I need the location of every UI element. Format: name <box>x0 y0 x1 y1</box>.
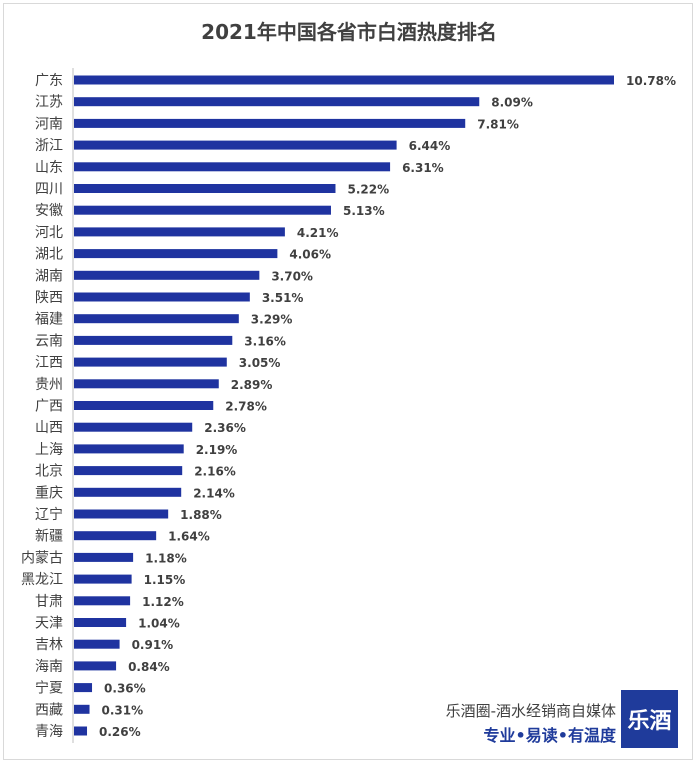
bar-广东 <box>74 75 614 85</box>
bar-江西 <box>74 357 227 367</box>
bar-广西 <box>74 401 214 410</box>
chart-frame <box>3 3 693 760</box>
category-label: 云南 <box>35 333 63 349</box>
bar-辽宁 <box>74 509 169 519</box>
data-label: 1.12% <box>142 595 184 609</box>
bar-黑龙江 <box>74 574 132 584</box>
bar-贵州 <box>74 379 219 389</box>
bar-安徽 <box>74 205 331 215</box>
category-label: 宁夏 <box>35 680 63 697</box>
category-label: 北京 <box>35 464 63 480</box>
category-label: 四川 <box>35 182 63 198</box>
category-label: 天津 <box>35 616 63 632</box>
bar-西藏 <box>74 704 90 714</box>
data-label: 0.36% <box>104 682 146 696</box>
data-label: 3.70% <box>271 269 313 283</box>
bar-湖南 <box>74 270 260 280</box>
data-label: 0.26% <box>99 725 141 739</box>
data-label: 5.13% <box>343 204 385 218</box>
bar-福建 <box>74 314 239 324</box>
data-label: 5.22% <box>347 183 389 197</box>
category-label: 黑龙江 <box>21 572 63 588</box>
category-label: 山东 <box>35 160 63 176</box>
category-label: 甘肃 <box>35 594 63 610</box>
bar-天津 <box>74 618 127 627</box>
watermark-slogan: 专业•易读•有温度 <box>483 726 616 745</box>
data-label: 0.31% <box>102 703 144 717</box>
category-label: 重庆 <box>35 485 63 501</box>
category-label: 青海 <box>35 724 63 740</box>
bar-上海 <box>74 444 184 454</box>
category-label: 浙江 <box>35 138 63 154</box>
data-label: 0.84% <box>128 660 170 674</box>
bar-海南 <box>74 661 117 671</box>
bar-河北 <box>74 227 285 237</box>
bar-新疆 <box>74 531 157 541</box>
category-label: 安徽 <box>35 203 63 219</box>
data-label: 1.88% <box>180 508 222 522</box>
category-label: 广西 <box>35 399 63 415</box>
data-label: 2.36% <box>204 421 246 435</box>
category-label: 内蒙古 <box>21 550 63 566</box>
bar-山东 <box>74 162 391 172</box>
category-label: 广东 <box>35 73 63 89</box>
data-label: 8.09% <box>491 96 533 110</box>
category-label: 辽宁 <box>35 506 63 523</box>
data-label: 1.15% <box>144 573 186 587</box>
data-label: 2.19% <box>196 443 238 457</box>
data-label: 1.18% <box>145 551 187 565</box>
bar-山西 <box>74 422 193 432</box>
category-label: 河北 <box>35 225 63 241</box>
category-label: 河南 <box>35 116 63 132</box>
data-label: 3.51% <box>262 291 304 305</box>
bar-云南 <box>74 335 233 345</box>
category-label: 西藏 <box>35 702 63 718</box>
data-label: 2.89% <box>231 378 273 392</box>
data-label: 3.29% <box>251 313 293 327</box>
bar-重庆 <box>74 487 182 497</box>
brand-logo: 乐酒 <box>621 690 678 748</box>
data-label: 6.31% <box>402 161 444 175</box>
data-label: 0.91% <box>132 638 174 652</box>
category-label: 陕西 <box>35 290 63 306</box>
category-label: 新疆 <box>35 529 63 545</box>
bar-宁夏 <box>74 683 93 693</box>
data-label: 6.44% <box>409 139 451 153</box>
data-label: 3.16% <box>244 334 286 348</box>
chart-title: 2021年中国各省市白酒热度排名 <box>201 20 497 44</box>
bar-四川 <box>74 184 336 193</box>
bar-内蒙古 <box>74 552 134 562</box>
watermark-line1: 乐酒圈-酒水经销商自媒体 <box>445 702 616 720</box>
data-label: 1.64% <box>168 530 210 544</box>
bar-河南 <box>74 118 466 128</box>
category-label: 福建 <box>35 312 63 328</box>
category-label: 湖北 <box>35 247 63 263</box>
data-label: 2.78% <box>225 400 267 414</box>
bar-北京 <box>74 466 183 476</box>
data-label: 7.81% <box>477 117 519 131</box>
bar-吉林 <box>74 639 120 649</box>
data-label: 1.04% <box>138 617 180 631</box>
category-label: 吉林 <box>35 637 63 653</box>
category-label: 江西 <box>35 355 63 371</box>
category-label: 江苏 <box>35 95 63 111</box>
bar-陕西 <box>74 292 250 302</box>
bar-甘肃 <box>74 596 131 606</box>
data-label: 4.06% <box>289 248 331 262</box>
category-label: 海南 <box>35 659 63 675</box>
data-label: 2.16% <box>194 465 236 479</box>
bar-江苏 <box>74 97 480 107</box>
category-label: 山西 <box>35 420 63 436</box>
data-label: 3.05% <box>239 356 281 370</box>
data-label: 10.78% <box>626 74 676 88</box>
bar-青海 <box>74 726 88 736</box>
category-label: 上海 <box>35 442 63 458</box>
data-label: 2.14% <box>193 486 235 500</box>
bar-浙江 <box>74 140 397 150</box>
bar-湖北 <box>74 249 278 259</box>
category-label: 湖南 <box>35 268 63 284</box>
category-label: 贵州 <box>35 377 63 393</box>
data-label: 4.21% <box>297 226 339 240</box>
